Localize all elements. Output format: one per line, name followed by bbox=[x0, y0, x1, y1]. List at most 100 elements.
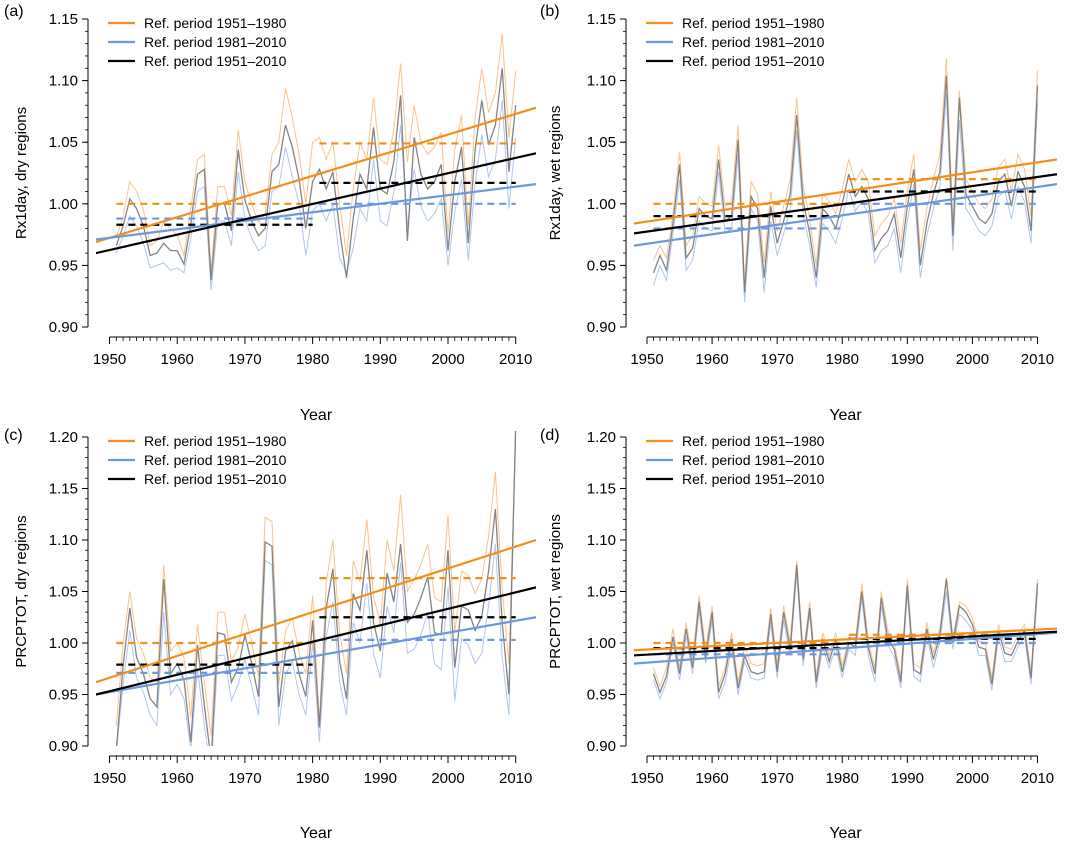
y-axis-label: Rx1day, dry regions bbox=[13, 107, 30, 239]
y-tick-label: 1.05 bbox=[587, 584, 616, 601]
panel-label: (c) bbox=[4, 427, 23, 444]
x-tick-label: 1970 bbox=[760, 770, 793, 787]
y-tick-label: 0.95 bbox=[49, 687, 78, 704]
trend-line bbox=[634, 182, 1057, 247]
trend-line bbox=[634, 627, 1057, 652]
y-tick-label: 1.05 bbox=[49, 134, 78, 151]
x-tick-label: 1950 bbox=[93, 351, 126, 368]
trend-line bbox=[634, 158, 1057, 225]
x-tick-label: 2010 bbox=[1021, 351, 1054, 368]
x-tick-label: 1960 bbox=[161, 770, 194, 787]
series-line-ref-1951-2010 bbox=[652, 75, 1039, 293]
y-tick-label: 0.95 bbox=[587, 687, 616, 704]
trend-line bbox=[634, 630, 1057, 657]
y-tick-label: 1.05 bbox=[49, 584, 78, 601]
trend-line bbox=[96, 152, 536, 255]
legend-label: Ref. period 1951–2010 bbox=[144, 471, 287, 487]
x-tick-label: 1960 bbox=[161, 351, 194, 368]
series-line-ref-1951-1980 bbox=[115, 33, 517, 271]
x-tick-label: 1970 bbox=[760, 351, 793, 368]
x-tick-label: 1990 bbox=[891, 770, 924, 787]
panel-label: (b) bbox=[540, 3, 560, 20]
panel-a: (a) 0.90 0.95 1.00 1.05 1.10 1.15 1950 1960 1970 1… bbox=[4, 3, 536, 424]
x-tick-label: 1980 bbox=[296, 770, 329, 787]
series-line-ref-1951-1980 bbox=[653, 58, 1038, 283]
legend-label: Ref. period 1981–2010 bbox=[682, 452, 825, 468]
legend-label: Ref. period 1951–2010 bbox=[682, 53, 825, 69]
x-tick-label: 2000 bbox=[956, 770, 989, 787]
y-tick-label: 1.10 bbox=[49, 73, 78, 90]
plot-area bbox=[96, 33, 536, 291]
x-tick-label: 1970 bbox=[228, 351, 261, 368]
plot-area bbox=[634, 560, 1057, 701]
y-tick-label: 0.90 bbox=[587, 738, 616, 755]
y-tick-label: 1.15 bbox=[587, 11, 616, 28]
y-tick-label: 0.90 bbox=[49, 738, 78, 755]
panel-d: (d) 0.90 0.95 1.00 1.05 1.10 1.15 1.20 1950 1960 1… bbox=[540, 427, 1057, 841]
x-axis-label: Year bbox=[300, 407, 333, 424]
trend-line bbox=[96, 586, 536, 696]
series-line-ref-1981-2010 bbox=[653, 92, 1038, 303]
y-axis-label: PRCPTOT, wet regions bbox=[547, 514, 564, 669]
x-tick-label: 1960 bbox=[695, 351, 728, 368]
trend-line bbox=[634, 173, 1057, 235]
x-tick-label: 2000 bbox=[956, 351, 989, 368]
legend-label: Ref. period 1951–1980 bbox=[682, 15, 825, 31]
legend-label: Ref. period 1981–2010 bbox=[144, 34, 287, 50]
trend-line bbox=[96, 538, 536, 684]
x-axis-label: Year bbox=[300, 825, 333, 841]
x-tick-label: 1950 bbox=[630, 770, 663, 787]
legend-label: Ref. period 1981–2010 bbox=[682, 34, 825, 50]
series-line-ref-1951-2010 bbox=[652, 564, 1039, 695]
y-tick-label: 1.10 bbox=[587, 73, 616, 90]
legend-label: Ref. period 1951–2010 bbox=[682, 471, 825, 487]
y-tick-label: 1.00 bbox=[587, 635, 616, 652]
x-axis-label: Year bbox=[829, 407, 862, 424]
x-axis-label: Year bbox=[829, 825, 862, 841]
x-tick-label: 1950 bbox=[93, 770, 126, 787]
y-tick-label: 1.00 bbox=[49, 635, 78, 652]
y-tick-label: 1.15 bbox=[49, 11, 78, 28]
legend-label: Ref. period 1951–1980 bbox=[144, 15, 287, 31]
x-tick-label: 2010 bbox=[499, 351, 532, 368]
legend-label: Ref. period 1951–2010 bbox=[144, 53, 287, 69]
panel-b: (b) 0.90 0.95 1.00 1.05 1.10 1.15 1950 1960 1970 1… bbox=[540, 3, 1057, 424]
x-tick-label: 1990 bbox=[364, 770, 397, 787]
trend-line bbox=[96, 616, 536, 696]
x-tick-label: 1980 bbox=[826, 351, 859, 368]
y-tick-label: 1.10 bbox=[587, 532, 616, 549]
y-tick-label: 1.00 bbox=[49, 196, 78, 213]
plot-area bbox=[96, 431, 536, 746]
y-tick-label: 0.90 bbox=[587, 319, 616, 336]
y-tick-label: 1.20 bbox=[49, 429, 78, 446]
panel-c: (c) 0.90 0.95 1.00 1.05 1.10 1.15 1.20 1950 1960 1… bbox=[4, 427, 536, 841]
series-line-ref-1951-2010 bbox=[115, 431, 517, 746]
y-axis-label: PRCPTOT, dry regions bbox=[13, 515, 30, 667]
x-tick-label: 1980 bbox=[826, 770, 859, 787]
y-tick-label: 1.20 bbox=[587, 429, 616, 446]
series-line-ref-1981-2010 bbox=[116, 431, 517, 746]
y-tick-label: 1.15 bbox=[587, 481, 616, 498]
x-tick-label: 1990 bbox=[891, 351, 924, 368]
y-tick-label: 0.95 bbox=[587, 257, 616, 274]
x-tick-label: 1970 bbox=[228, 770, 261, 787]
y-tick-label: 1.00 bbox=[587, 196, 616, 213]
trend-line bbox=[96, 106, 536, 244]
legend-label: Ref. period 1951–1980 bbox=[144, 433, 287, 449]
x-tick-label: 1980 bbox=[296, 351, 329, 368]
x-tick-label: 2010 bbox=[499, 770, 532, 787]
y-tick-label: 1.10 bbox=[49, 532, 78, 549]
trend-line bbox=[96, 182, 536, 241]
series-line-ref-1981-2010 bbox=[115, 100, 517, 291]
y-tick-label: 1.05 bbox=[587, 134, 616, 151]
x-tick-label: 1950 bbox=[630, 351, 663, 368]
x-tick-label: 2010 bbox=[1021, 770, 1054, 787]
x-tick-label: 2000 bbox=[431, 770, 464, 787]
panel-label: (d) bbox=[540, 427, 560, 444]
x-tick-label: 1990 bbox=[364, 351, 397, 368]
plot-area bbox=[634, 58, 1057, 303]
x-tick-label: 1960 bbox=[695, 770, 728, 787]
y-axis-label: Rx1day, wet regions bbox=[547, 106, 564, 241]
trend-line bbox=[634, 631, 1057, 665]
